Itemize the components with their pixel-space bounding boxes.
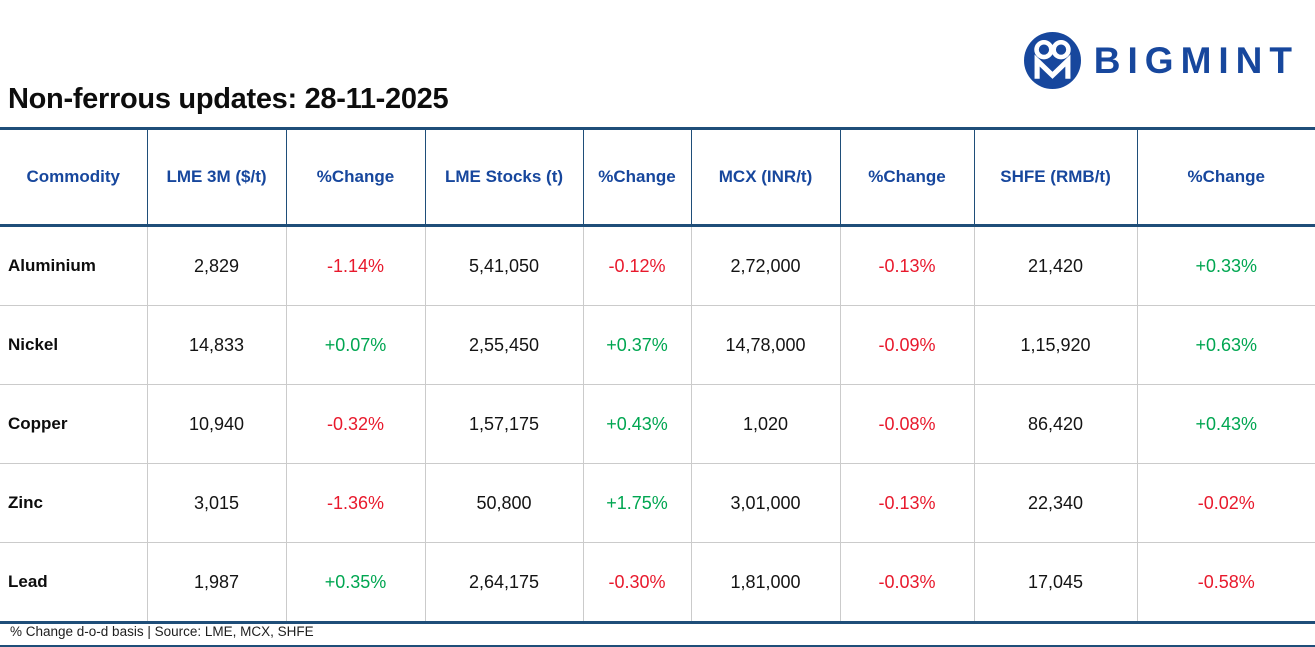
- bottom-divider: [0, 645, 1315, 647]
- value-cell: 3,01,000: [690, 463, 840, 543]
- value-cell: 14,833: [146, 305, 286, 385]
- change-cell: +1.75%: [582, 463, 691, 543]
- change-cell: -1.14%: [285, 225, 425, 306]
- value-cell: 2,829: [146, 225, 286, 306]
- change-cell: -0.09%: [839, 305, 974, 385]
- value-cell: 1,81,000: [690, 542, 840, 623]
- change-cell: +0.43%: [582, 384, 691, 464]
- commodity-table: Commodity LME 3M ($/t) %Change LME Stock…: [0, 127, 1315, 624]
- commodity-cell: Nickel: [0, 305, 147, 385]
- change-cell: -0.02%: [1136, 463, 1315, 543]
- table-row-zinc: Zinc 3,015 -1.36% 50,800 +1.75% 3,01,000…: [0, 463, 1315, 543]
- change-cell: -0.12%: [582, 225, 691, 306]
- col-header-lme-3m-change: %Change: [285, 128, 425, 227]
- value-cell: 1,57,175: [424, 384, 583, 464]
- col-header-lme-stocks: LME Stocks (t): [424, 128, 583, 227]
- change-cell: +0.07%: [285, 305, 425, 385]
- commodity-cell: Lead: [0, 542, 147, 623]
- value-cell: 10,940: [146, 384, 286, 464]
- bigmint-logo: BIGMINT: [1023, 32, 1299, 89]
- col-header-mcx: MCX (INR/t): [690, 128, 840, 227]
- bigmint-logo-icon: [1023, 32, 1081, 89]
- value-cell: 86,420: [973, 384, 1137, 464]
- value-cell: 22,340: [973, 463, 1137, 543]
- change-cell: +0.35%: [285, 542, 425, 623]
- change-cell: +0.63%: [1136, 305, 1315, 385]
- change-cell: -0.03%: [839, 542, 974, 623]
- col-header-commodity: Commodity: [0, 128, 147, 227]
- change-cell: +0.37%: [582, 305, 691, 385]
- value-cell: 2,64,175: [424, 542, 583, 623]
- table-row-aluminium: Aluminium 2,829 -1.14% 5,41,050 -0.12% 2…: [0, 225, 1315, 306]
- value-cell: 2,55,450: [424, 305, 583, 385]
- col-header-shfe: SHFE (RMB/t): [973, 128, 1137, 227]
- value-cell: 17,045: [973, 542, 1137, 623]
- col-header-lme-stocks-change: %Change: [582, 128, 691, 227]
- table-row-copper: Copper 10,940 -0.32% 1,57,175 +0.43% 1,0…: [0, 384, 1315, 464]
- value-cell: 1,15,920: [973, 305, 1137, 385]
- change-cell: -0.13%: [839, 225, 974, 306]
- page-title: Non-ferrous updates: 28-11-2025: [8, 83, 449, 115]
- value-cell: 21,420: [973, 225, 1137, 306]
- commodity-cell: Aluminium: [0, 225, 147, 306]
- bigmint-logo-text: BIGMINT: [1093, 40, 1299, 81]
- change-cell: -0.32%: [285, 384, 425, 464]
- col-header-shfe-change: %Change: [1136, 128, 1315, 227]
- commodity-cell: Copper: [0, 384, 147, 464]
- change-cell: -0.30%: [582, 542, 691, 623]
- value-cell: 2,72,000: [690, 225, 840, 306]
- table-header-row: Commodity LME 3M ($/t) %Change LME Stock…: [0, 128, 1315, 227]
- change-cell: -1.36%: [285, 463, 425, 543]
- footnote: % Change d-o-d basis | Source: LME, MCX,…: [10, 624, 314, 639]
- value-cell: 14,78,000: [690, 305, 840, 385]
- table-row-nickel: Nickel 14,833 +0.07% 2,55,450 +0.37% 14,…: [0, 305, 1315, 385]
- change-cell: +0.33%: [1136, 225, 1315, 306]
- value-cell: 1,987: [146, 542, 286, 623]
- col-header-lme-3m: LME 3M ($/t): [146, 128, 286, 227]
- col-header-mcx-change: %Change: [839, 128, 974, 227]
- commodity-cell: Zinc: [0, 463, 147, 543]
- change-cell: +0.43%: [1136, 384, 1315, 464]
- value-cell: 3,015: [146, 463, 286, 543]
- change-cell: -0.08%: [839, 384, 974, 464]
- change-cell: -0.58%: [1136, 542, 1315, 623]
- value-cell: 1,020: [690, 384, 840, 464]
- table-row-lead: Lead 1,987 +0.35% 2,64,175 -0.30% 1,81,0…: [0, 542, 1315, 623]
- value-cell: 5,41,050: [424, 225, 583, 306]
- change-cell: -0.13%: [839, 463, 974, 543]
- value-cell: 50,800: [424, 463, 583, 543]
